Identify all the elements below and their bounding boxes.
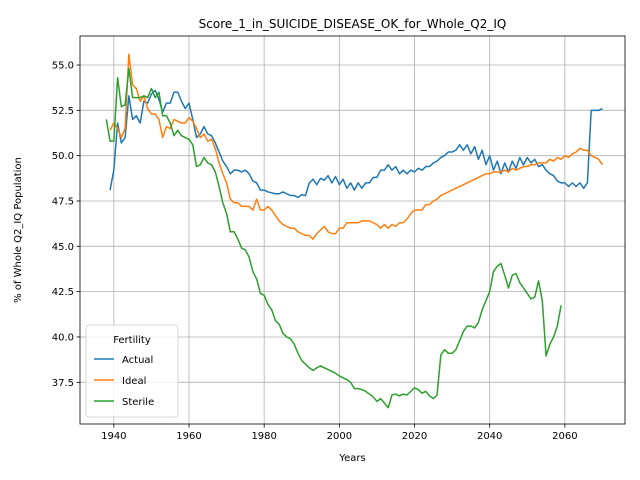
x-tick-label: 1960 xyxy=(176,431,201,442)
y-tick-label: 42.5 xyxy=(52,287,74,298)
axes xyxy=(76,35,626,428)
legend-label-ideal: Ideal xyxy=(122,376,146,387)
x-tick-label: 2040 xyxy=(477,431,502,442)
y-tick-label: 50.0 xyxy=(52,151,74,162)
legend-label-sterile: Sterile xyxy=(122,397,154,408)
y-tick-label: 47.5 xyxy=(52,196,74,207)
series-line-actual xyxy=(109,89,603,199)
y-axis-label: % of Whole Q2_IQ Population xyxy=(13,157,24,303)
y-tick-label: 37.5 xyxy=(52,378,74,389)
y-tick-label: 55.0 xyxy=(52,61,74,72)
legend-box xyxy=(85,324,179,418)
plot-frame xyxy=(79,35,626,425)
series-line-sterile xyxy=(105,67,562,409)
x-tick-label: 1940 xyxy=(101,431,126,442)
legend: Fertility Actual Ideal Sterile xyxy=(85,324,179,418)
x-axis-label: Years xyxy=(338,453,365,464)
x-tick-label: 2000 xyxy=(327,431,352,442)
series-lines xyxy=(105,53,604,409)
x-tick-label: 1980 xyxy=(251,431,276,442)
x-tick-label: 2020 xyxy=(402,431,427,442)
y-tick-label: 40.0 xyxy=(52,332,74,343)
y-tick-label: 52.5 xyxy=(52,106,74,117)
series-line-ideal xyxy=(109,53,604,240)
y-tick-label: 45.0 xyxy=(52,242,74,253)
tick-labels: 1940 1960 1980 2000 2020 2040 2060 37.5 40.0 42.5… xyxy=(52,61,578,442)
x-tick-label: 2060 xyxy=(552,431,577,442)
legend-title: Fertility xyxy=(113,335,151,346)
chart-title: Score_1_in_SUICIDE_DISEASE_OK_for_Whole_… xyxy=(199,17,507,31)
legend-label-actual: Actual xyxy=(122,355,153,366)
